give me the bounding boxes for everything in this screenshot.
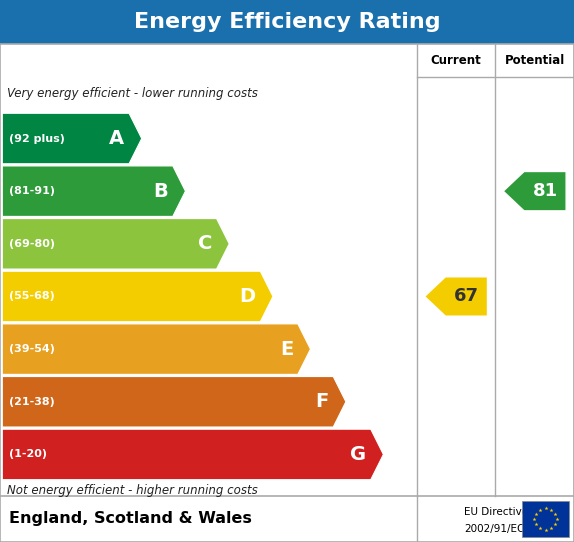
Polygon shape [2, 218, 229, 269]
Text: B: B [153, 182, 168, 201]
Text: F: F [315, 392, 329, 411]
Text: 81: 81 [533, 182, 558, 200]
Text: 67: 67 [454, 287, 479, 306]
Text: Current: Current [430, 54, 482, 67]
Bar [522, 501, 569, 537]
Text: Not energy efficient - higher running costs: Not energy efficient - higher running co… [7, 484, 258, 497]
Polygon shape [2, 324, 311, 375]
Text: (81-91): (81-91) [9, 186, 55, 196]
Text: C: C [197, 234, 212, 253]
Text: D: D [239, 287, 256, 306]
Polygon shape [425, 277, 487, 316]
Text: E: E [280, 340, 293, 359]
Text: (69-80): (69-80) [9, 239, 55, 249]
Text: (1-20): (1-20) [9, 449, 47, 460]
Polygon shape [2, 113, 142, 164]
Polygon shape [2, 377, 346, 427]
Bar [0, 0, 574, 44]
Text: 2002/91/EC: 2002/91/EC [464, 524, 524, 534]
Polygon shape [2, 429, 383, 480]
Text: (21-38): (21-38) [9, 397, 55, 407]
Polygon shape [2, 166, 185, 216]
Text: Very energy efficient - lower running costs: Very energy efficient - lower running co… [7, 87, 258, 100]
Text: Energy Efficiency Rating: Energy Efficiency Rating [134, 12, 440, 32]
Polygon shape [2, 271, 273, 322]
Text: A: A [109, 129, 125, 148]
Text: (39-54): (39-54) [9, 344, 55, 354]
Text: EU Directive: EU Directive [464, 507, 528, 517]
Text: G: G [350, 445, 366, 464]
Text: England, Scotland & Wales: England, Scotland & Wales [9, 512, 251, 526]
Text: Potential: Potential [505, 54, 565, 67]
Polygon shape [503, 171, 566, 211]
Text: (92 plus): (92 plus) [9, 133, 65, 144]
Text: (55-68): (55-68) [9, 292, 55, 301]
